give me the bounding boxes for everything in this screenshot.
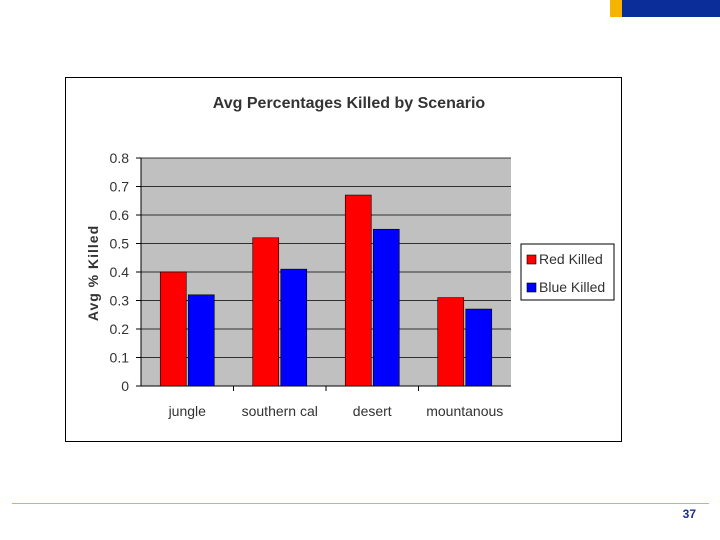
bar-red-killed [159, 271, 187, 387]
y-tick-label: 0.4 [110, 264, 130, 280]
bar-blue-killed [465, 308, 493, 387]
bar-red-killed [437, 297, 465, 387]
y-axis-label: Avg % Killed [85, 225, 101, 321]
legend-label: Blue Killed [539, 279, 605, 295]
bars [159, 194, 493, 387]
bar-red-killed [344, 194, 372, 387]
corner-accent-blue [622, 0, 720, 17]
y-tick-label: 0 [121, 378, 129, 394]
y-tick-label: 0.6 [110, 207, 130, 223]
bar-red-killed [252, 237, 280, 387]
bar-chart: Avg Percentages Killed by Scenario Avg %… [85, 95, 615, 419]
bar-blue-killed [280, 268, 308, 387]
y-tick-label: 0.5 [110, 236, 130, 252]
legend: Red Killed Blue Killed [520, 243, 615, 301]
corner-accent-yellow [610, 0, 622, 17]
legend-swatch [526, 254, 537, 265]
x-tick-label: desert [353, 403, 392, 419]
y-tick-label: 0.8 [110, 150, 130, 166]
y-tick-label: 0.7 [110, 179, 130, 195]
footer-divider [12, 503, 709, 504]
bar-blue-killed [187, 294, 215, 387]
y-tick-label: 0.3 [110, 293, 130, 309]
legend-swatch [526, 282, 537, 293]
chart-title: Avg Percentages Killed by Scenario [213, 95, 486, 112]
legend-box [520, 243, 615, 301]
bar-blue-killed [372, 228, 400, 387]
x-tick-label: mountanous [426, 403, 503, 419]
x-tick-label: southern cal [242, 403, 318, 419]
page-number: 37 [682, 507, 696, 521]
x-axis-ticks: jungle southern cal desert mountanous [168, 386, 503, 419]
legend-label: Red Killed [539, 251, 603, 267]
chart-frame: Avg Percentages Killed by Scenario Avg %… [65, 77, 622, 442]
x-tick-label: jungle [168, 403, 207, 419]
y-tick-label: 0.1 [110, 350, 130, 366]
y-tick-label: 0.2 [110, 321, 130, 337]
